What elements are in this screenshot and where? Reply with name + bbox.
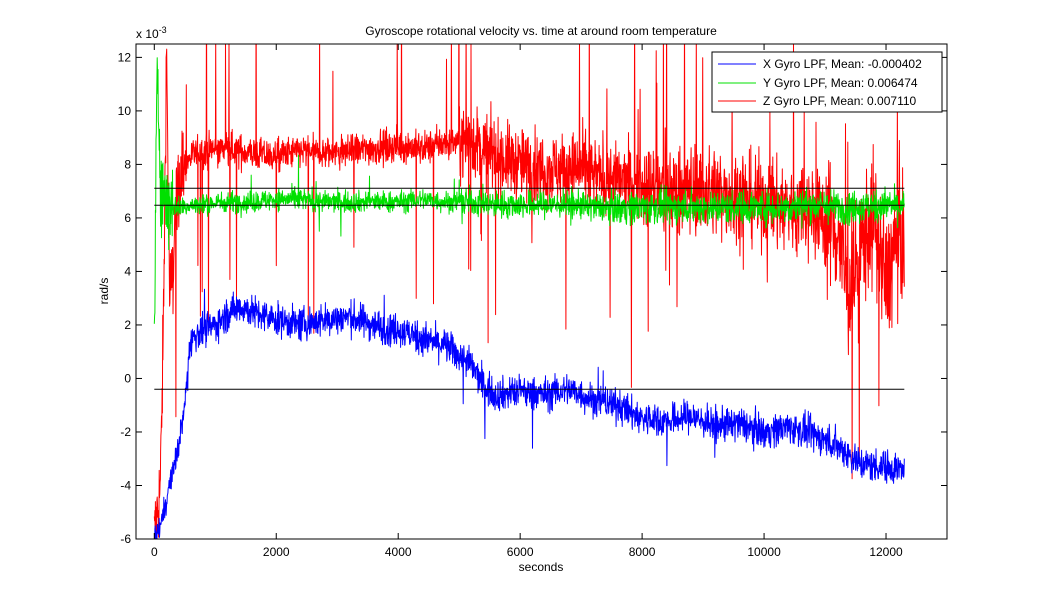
y-tick-label: 2 <box>124 318 131 332</box>
legend-label-y: Y Gyro LPF, Mean: 0.006474 <box>763 76 918 90</box>
plot-area <box>135 43 948 540</box>
y-tick-label: 0 <box>124 371 131 385</box>
y-axis: -6 -4 -2 0 2 4 6 8 10 12 <box>118 50 947 546</box>
y-multiplier-label: x 10-3 <box>136 25 167 41</box>
x-tick-label: 0 <box>151 545 158 559</box>
series-line-x <box>154 288 905 539</box>
y-axis-label: rad/s <box>97 278 111 305</box>
legend: X Gyro LPF, Mean: -0.000402 Y Gyro LPF, … <box>711 51 943 113</box>
x-axis: 0 2000 4000 6000 8000 10000 12000 <box>151 44 903 559</box>
chart-title: Gyroscope rotational velocity vs. time a… <box>365 24 717 38</box>
y-tick-label: 12 <box>118 50 132 64</box>
series-line-z <box>153 44 905 539</box>
y-tick-label: 4 <box>124 264 131 278</box>
x-axis-label: seconds <box>519 560 564 574</box>
y-tick-label: 8 <box>124 157 131 171</box>
y-tick-label: 6 <box>124 211 131 225</box>
x-tick-label: 6000 <box>507 545 534 559</box>
y-tick-label: -4 <box>120 478 131 492</box>
x-tick-label: 8000 <box>629 545 656 559</box>
x-tick-label: 2000 <box>263 545 290 559</box>
y-tick-label: -6 <box>120 532 131 546</box>
y-tick-label: -2 <box>120 425 131 439</box>
y-tick-label: 10 <box>118 104 132 118</box>
legend-label-x: X Gyro LPF, Mean: -0.000402 <box>763 57 922 71</box>
plot-frame <box>135 43 948 540</box>
x-tick-label: 4000 <box>385 545 412 559</box>
legend-box <box>711 51 943 113</box>
legend-label-z: Z Gyro LPF, Mean: 0.007110 <box>763 94 917 108</box>
mean-lines <box>154 187 905 390</box>
x-tick-label: 12000 <box>869 545 903 559</box>
x-tick-label: 10000 <box>747 545 781 559</box>
y-multiplier-exponent: -3 <box>159 25 167 35</box>
